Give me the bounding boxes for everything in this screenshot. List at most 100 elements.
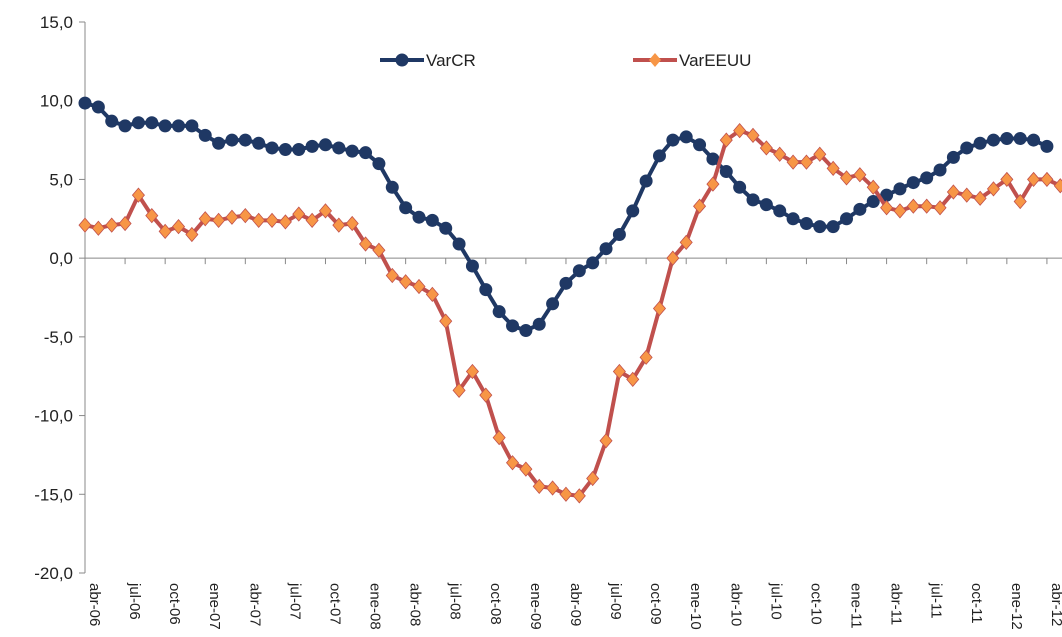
point [158,119,172,133]
point [332,141,346,155]
x-tick-label: ene-12 [1008,583,1025,630]
point [666,133,680,147]
point [105,114,119,128]
point [318,138,332,152]
point [131,116,145,130]
point [439,221,453,235]
point [238,133,252,147]
point [492,305,506,319]
point [746,127,760,143]
point [479,387,493,403]
point [519,324,533,338]
point [866,179,880,195]
point [465,363,479,380]
point [198,128,212,142]
point [813,146,827,162]
y-tick-label: -5,0 [44,328,73,347]
point [933,200,947,216]
point [1000,171,1014,188]
point [412,210,426,224]
x-tick-label: abr-06 [86,583,103,626]
point [652,149,666,163]
point [131,187,145,203]
point [933,163,947,177]
point [118,215,132,232]
point [666,250,680,266]
point [265,141,279,155]
point [212,212,226,228]
point [1013,193,1027,210]
point [679,234,693,251]
point [960,141,974,155]
point [546,297,560,311]
point [546,480,560,496]
x-tick-label: oct-08 [487,583,504,625]
point [1027,133,1041,147]
point [799,154,813,170]
point [986,133,1000,147]
x-tick-label: oct-07 [326,583,343,625]
legend-marker [649,53,661,67]
point [706,176,720,192]
point [238,208,252,224]
x-tick-label: jul-08 [447,582,464,620]
y-tick-label: 0,0 [49,249,73,268]
point [599,433,613,449]
point [599,242,613,256]
point [1013,131,1027,145]
y-tick-label: 5,0 [49,170,73,189]
point [786,212,800,226]
point [1053,178,1062,194]
point [532,317,546,331]
x-tick-label: oct-11 [968,583,985,624]
point [91,220,105,236]
point [532,478,546,495]
point [986,181,1001,197]
point [693,138,707,152]
point [773,204,787,218]
point [345,144,359,158]
point [158,223,172,239]
x-tick-label: jul-07 [286,582,303,620]
point [292,206,306,222]
point [145,208,159,224]
point [866,194,880,208]
point [385,267,399,284]
x-tick-label: abr-08 [407,583,424,626]
point [452,382,466,398]
x-tick-label: oct-10 [807,583,824,625]
point [372,157,386,171]
point [759,140,773,156]
point [212,136,226,150]
point [225,133,239,147]
point [639,174,653,188]
point [479,283,493,297]
x-tick-label: ene-10 [687,583,704,630]
point [893,203,907,219]
point [492,429,506,446]
point [252,212,266,228]
x-tick-label: ene-11 [848,583,865,629]
point [906,176,920,190]
y-tick-label: -10,0 [34,407,73,426]
legend-label: VarCR [426,51,476,70]
point [826,220,840,234]
point [626,204,640,218]
x-tick-label: jul-10 [767,582,784,620]
point [505,455,520,471]
point [292,143,306,157]
point [225,209,239,225]
point [652,300,667,317]
point [853,202,867,216]
point [880,200,894,216]
point [840,212,854,226]
point [639,349,653,365]
point [612,228,626,242]
x-tick-label: jul-06 [126,582,143,620]
point [439,313,453,329]
point [1040,139,1054,153]
point [185,226,199,243]
x-tick-label: abr-07 [246,583,263,626]
point [706,152,720,166]
point [252,136,266,150]
